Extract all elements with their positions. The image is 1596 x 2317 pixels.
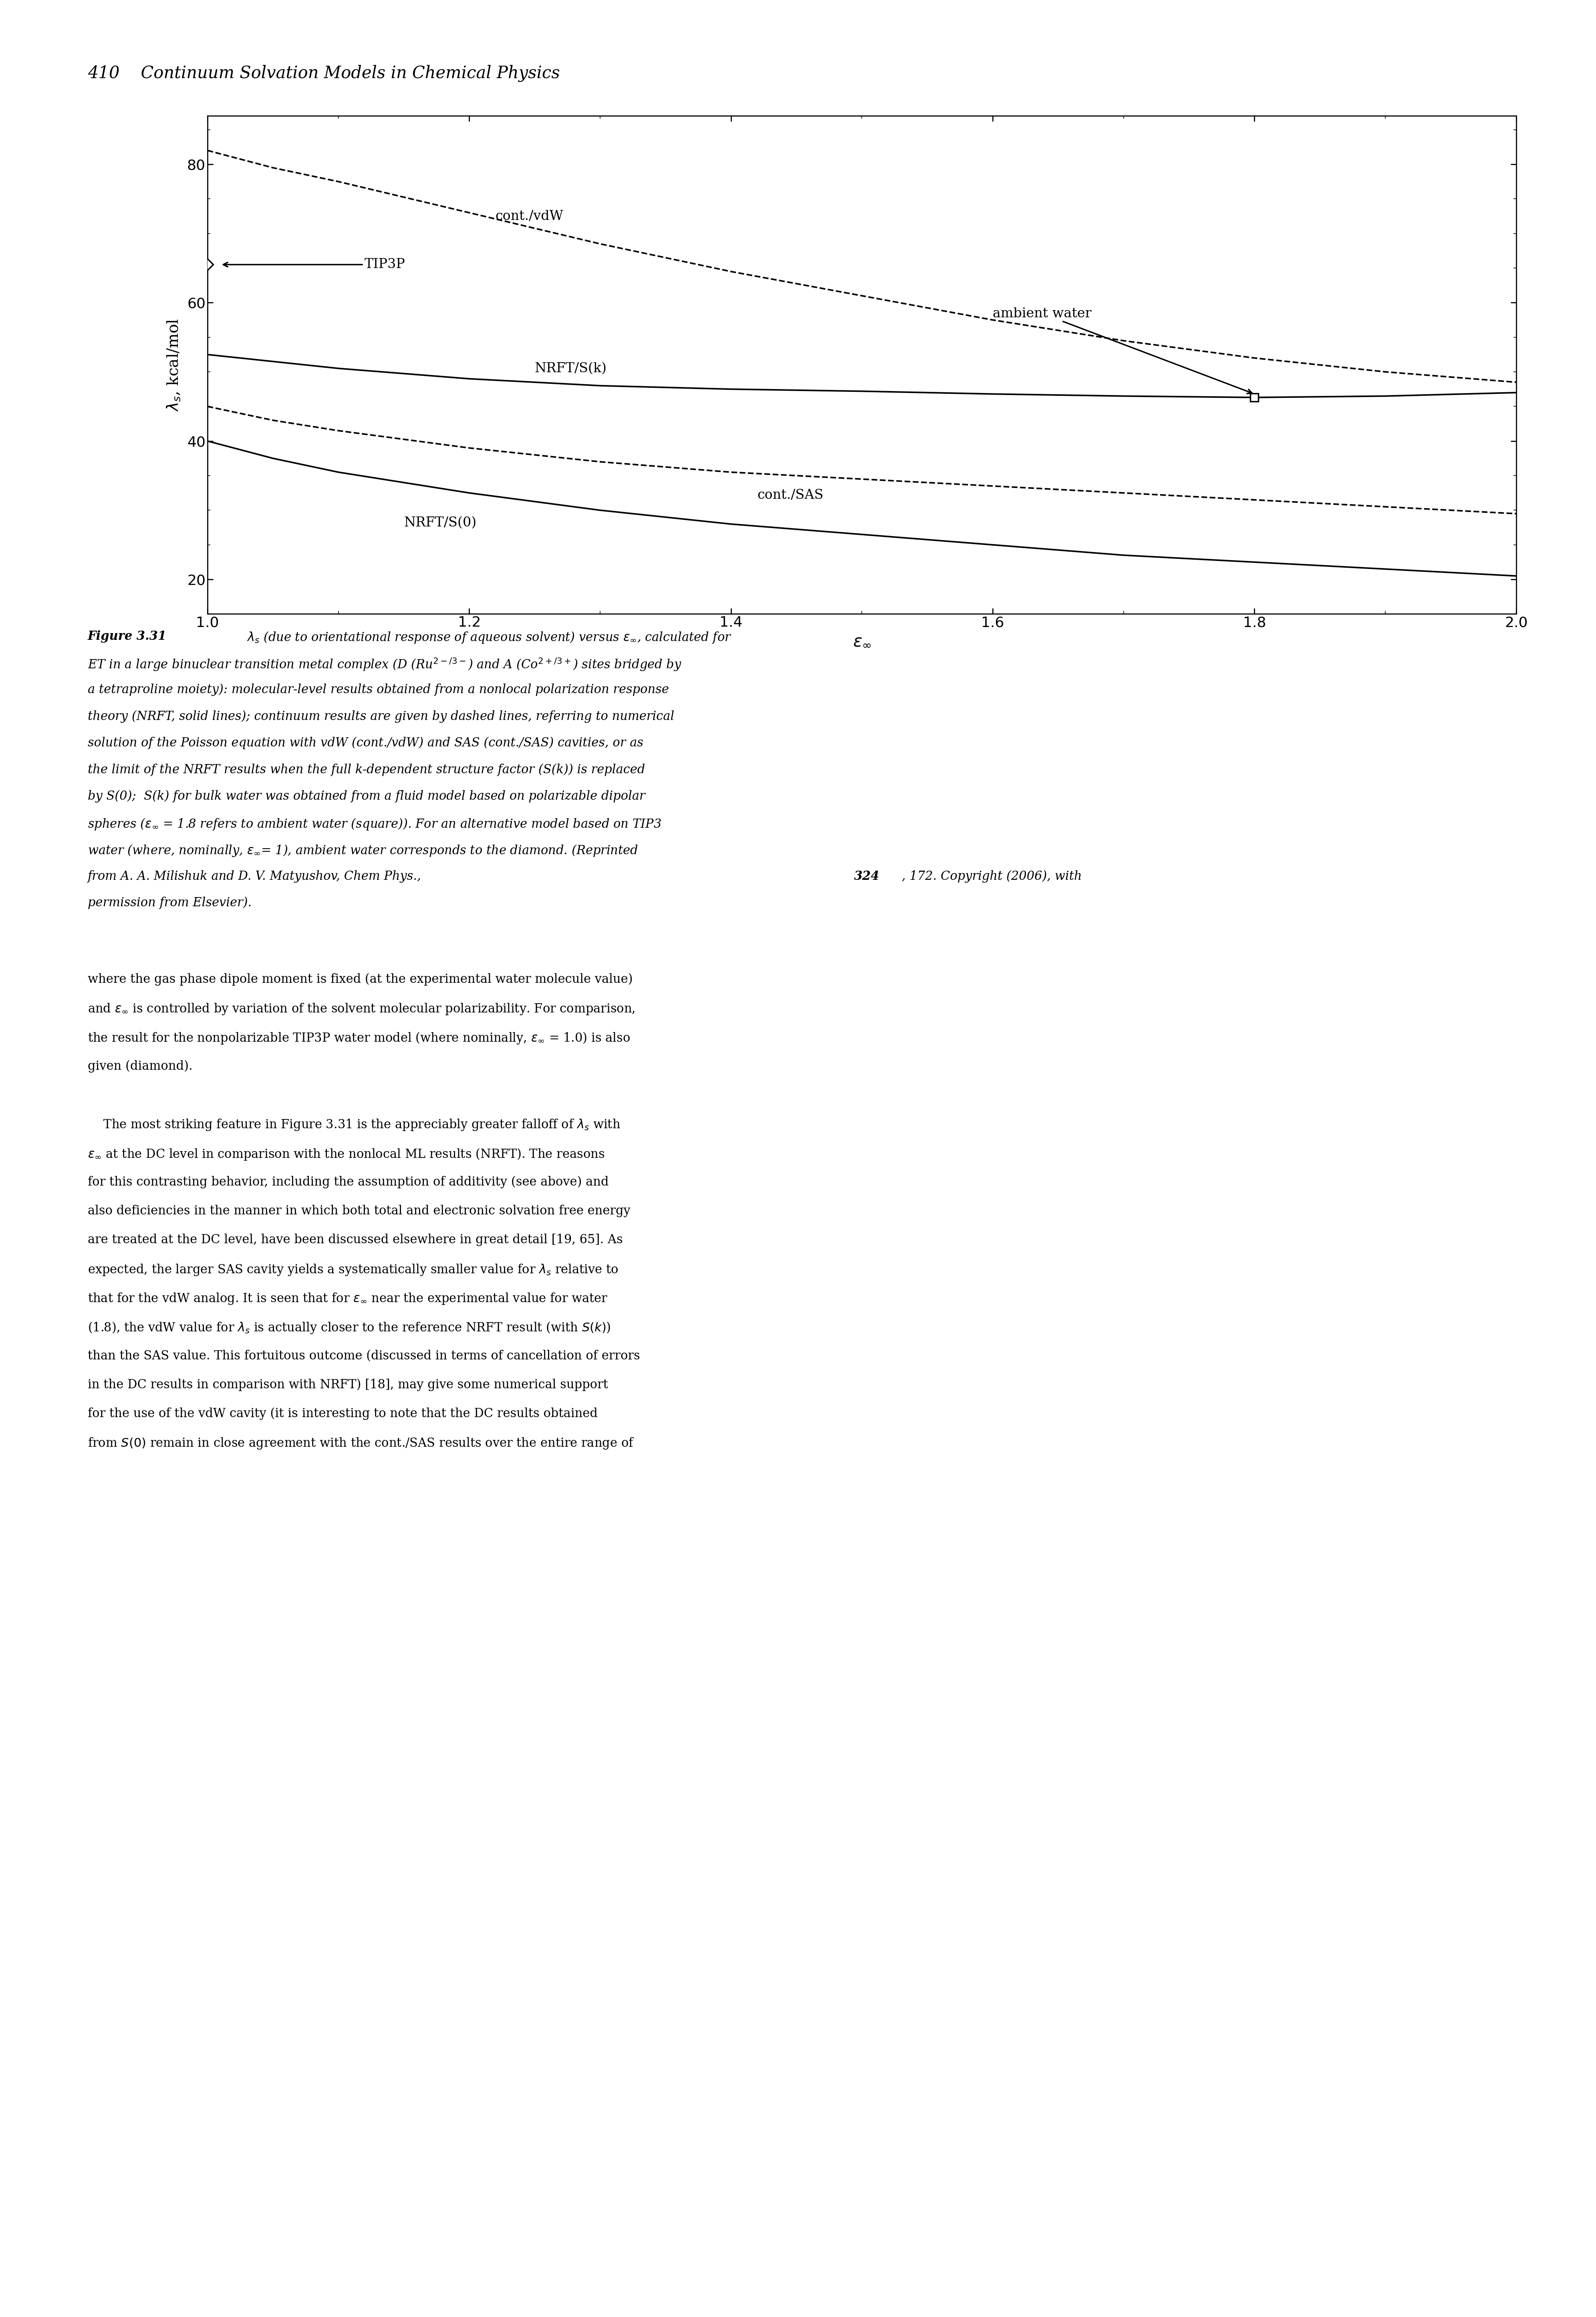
- Text: 410    Continuum Solvation Models in Chemical Physics: 410 Continuum Solvation Models in Chemic…: [88, 65, 560, 81]
- Text: $\lambda_s$ (due to orientational response of aqueous solvent) versus $\varepsil: $\lambda_s$ (due to orientational respon…: [239, 630, 731, 644]
- Text: ambient water: ambient water: [993, 308, 1251, 394]
- Text: by S(0);  S(k) for bulk water was obtained from a fluid model based on polarizab: by S(0); S(k) for bulk water was obtaine…: [88, 790, 645, 802]
- Text: a tetraproline moiety): molecular-level results obtained from a nonlocal polariz: a tetraproline moiety): molecular-level …: [88, 684, 669, 695]
- Text: where the gas phase dipole moment is fixed (at the experimental water molecule v: where the gas phase dipole moment is fix…: [88, 973, 632, 985]
- Text: the result for the nonpolarizable TIP3P water model (where nominally, $\varepsil: the result for the nonpolarizable TIP3P …: [88, 1031, 630, 1045]
- Text: cont./vdW: cont./vdW: [495, 211, 563, 222]
- X-axis label: $\varepsilon_\infty$: $\varepsilon_\infty$: [852, 633, 871, 649]
- Text: $\varepsilon_\infty$ at the DC level in comparison with the nonlocal ML results : $\varepsilon_\infty$ at the DC level in …: [88, 1147, 605, 1161]
- Text: expected, the larger SAS cavity yields a systematically smaller value for $\lamb: expected, the larger SAS cavity yields a…: [88, 1263, 619, 1277]
- Text: NRFT/S(k): NRFT/S(k): [535, 361, 606, 375]
- Text: for the use of the vdW cavity (it is interesting to note that the DC results obt: for the use of the vdW cavity (it is int…: [88, 1406, 597, 1420]
- Text: for this contrasting behavior, including the assumption of additivity (see above: for this contrasting behavior, including…: [88, 1177, 608, 1189]
- Text: from A. A. Milishuk and D. V. Matyushov, Chem Phys.,: from A. A. Milishuk and D. V. Matyushov,…: [88, 869, 426, 883]
- Text: NRFT/S(0): NRFT/S(0): [404, 517, 476, 528]
- Text: given (diamond).: given (diamond).: [88, 1061, 193, 1073]
- Text: also deficiencies in the manner in which both total and electronic solvation fre: also deficiencies in the manner in which…: [88, 1205, 630, 1216]
- Text: spheres ($\varepsilon_\infty$ = 1.8 refers to ambient water (square)). For an al: spheres ($\varepsilon_\infty$ = 1.8 refe…: [88, 816, 661, 832]
- Text: theory (NRFT, solid lines); continuum results are given by dashed lines, referri: theory (NRFT, solid lines); continuum re…: [88, 709, 675, 723]
- Text: are treated at the DC level, have been discussed elsewhere in great detail [19, : are treated at the DC level, have been d…: [88, 1233, 622, 1247]
- Text: water (where, nominally, $\varepsilon_\infty$= 1), ambient water corresponds to : water (where, nominally, $\varepsilon_\i…: [88, 843, 638, 857]
- Text: 324: 324: [854, 869, 879, 883]
- Y-axis label: $\lambda_s$, kcal/mol: $\lambda_s$, kcal/mol: [166, 317, 182, 412]
- Text: that for the vdW analog. It is seen that for $\varepsilon_\infty$ near the exper: that for the vdW analog. It is seen that…: [88, 1293, 608, 1307]
- Text: than the SAS value. This fortuitous outcome (discussed in terms of cancellation : than the SAS value. This fortuitous outc…: [88, 1348, 640, 1362]
- Text: , 172. Copyright (2006), with: , 172. Copyright (2006), with: [902, 869, 1082, 883]
- Text: the limit of the NRFT results when the full k-dependent structure factor (S(k)) : the limit of the NRFT results when the f…: [88, 765, 645, 776]
- Text: from $S(0)$ remain in close agreement with the cont./SAS results over the entire: from $S(0)$ remain in close agreement wi…: [88, 1437, 635, 1450]
- Text: (1.8), the vdW value for $\lambda_s$ is actually closer to the reference NRFT re: (1.8), the vdW value for $\lambda_s$ is …: [88, 1321, 611, 1335]
- Text: Figure 3.31: Figure 3.31: [88, 630, 168, 642]
- Text: and $\varepsilon_\infty$ is controlled by variation of the solvent molecular pol: and $\varepsilon_\infty$ is controlled b…: [88, 1001, 635, 1017]
- Text: TIP3P: TIP3P: [223, 257, 405, 271]
- Text: The most striking feature in Figure 3.31 is the appreciably greater falloff of $: The most striking feature in Figure 3.31…: [88, 1117, 621, 1133]
- Text: permission from Elsevier).: permission from Elsevier).: [88, 897, 252, 908]
- Text: solution of the Poisson equation with vdW (cont./vdW) and SAS (cont./SAS) caviti: solution of the Poisson equation with vd…: [88, 737, 643, 748]
- Text: in the DC results in comparison with NRFT) [18], may give some numerical support: in the DC results in comparison with NRF…: [88, 1379, 608, 1390]
- Text: ET in a large binuclear transition metal complex (D (Ru$^{2-/3-}$) and A (Co$^{2: ET in a large binuclear transition metal…: [88, 656, 681, 672]
- Text: cont./SAS: cont./SAS: [757, 489, 824, 500]
